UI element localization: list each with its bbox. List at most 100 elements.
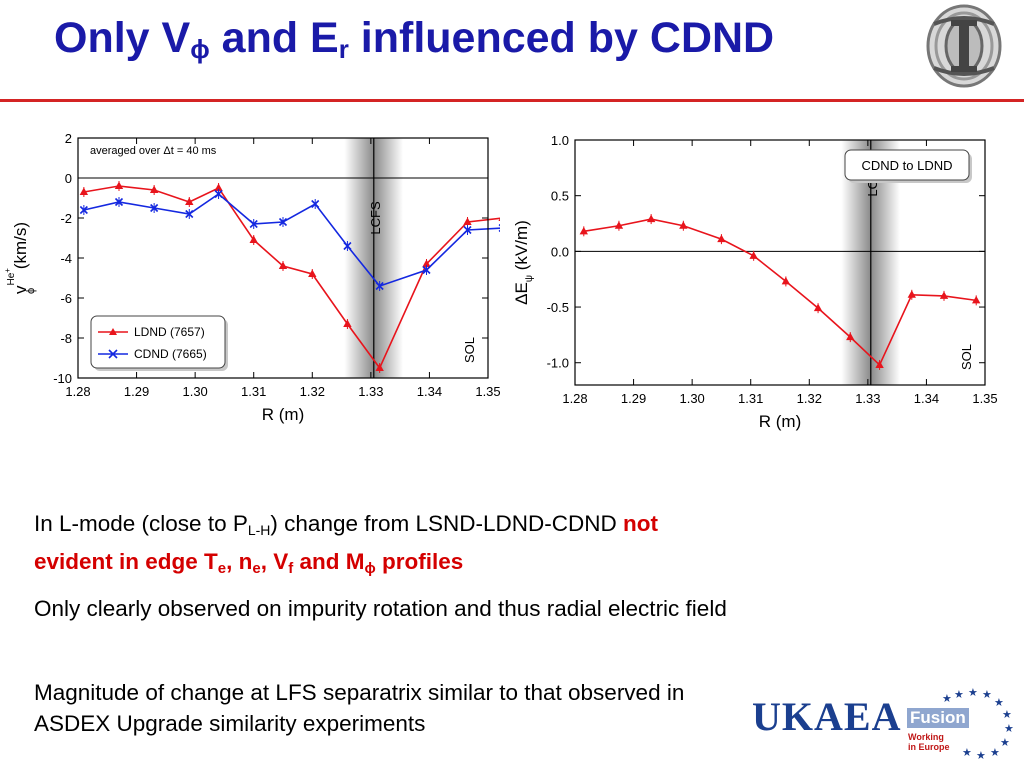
x-tick-label: 1.32 <box>300 384 325 399</box>
x-tick-label: 1.33 <box>358 384 383 399</box>
data-point <box>249 219 258 229</box>
y-tick-label: 0 <box>65 171 72 186</box>
y-tick-label: -6 <box>60 291 72 306</box>
y-tick-label: 0.0 <box>551 244 569 259</box>
y-axis-label: vHe+ϕ (km/s) <box>3 222 37 294</box>
x-tick-label: 1.35 <box>972 391 997 406</box>
x-tick-label: 1.32 <box>797 391 822 406</box>
x-tick-label: 1.34 <box>914 391 939 406</box>
data-point <box>463 225 472 235</box>
lcfs-label: LCFS <box>368 201 383 235</box>
y-tick-label: -4 <box>60 251 72 266</box>
plot-frame <box>574 139 986 386</box>
chart-legend: LDND (7657) CDND (7665) <box>90 315 228 371</box>
svg-text:★: ★ <box>994 696 1004 709</box>
legend-ldnd-label: LDND (7657) <box>134 325 205 339</box>
y-tick-label: -1.0 <box>547 356 569 371</box>
svg-text:★: ★ <box>962 746 972 759</box>
data-point <box>972 295 981 304</box>
data-point <box>79 205 88 215</box>
x-tick-label: 1.31 <box>738 391 763 406</box>
x-tick-label: 1.34 <box>417 384 442 399</box>
data-point <box>875 360 884 368</box>
data-point <box>343 241 352 251</box>
sol-label: SOL <box>959 344 974 370</box>
data-point <box>185 209 194 219</box>
data-point <box>717 234 726 243</box>
data-point <box>939 291 949 299</box>
chart-legend: CDND to LDND <box>844 149 972 183</box>
data-point <box>614 221 624 229</box>
data-point <box>149 185 159 193</box>
x-tick-label: 1.29 <box>621 391 646 406</box>
data-point <box>214 189 223 199</box>
series-line-0 <box>83 185 500 370</box>
y-tick-label: 2 <box>65 131 72 146</box>
svg-text:★: ★ <box>1004 722 1014 735</box>
data-point <box>907 290 916 298</box>
y-tick-label: -0.5 <box>547 300 569 315</box>
legend-label: CDND to LDND <box>861 158 952 173</box>
data-point <box>214 183 223 191</box>
sol-label: SOL <box>462 337 477 363</box>
svg-text:★: ★ <box>990 746 1000 759</box>
y-tick-label: -10 <box>53 371 72 386</box>
data-point <box>308 269 317 277</box>
torus-emblem-logo <box>926 4 1002 88</box>
svg-text:★: ★ <box>1002 708 1012 721</box>
data-point <box>278 261 288 269</box>
x-axis-label: R (m) <box>759 412 801 431</box>
svg-text:★: ★ <box>1000 736 1010 749</box>
svg-text:★: ★ <box>976 749 986 760</box>
y-tick-label: 0.5 <box>551 189 569 204</box>
x-tick-label: 1.33 <box>855 391 880 406</box>
data-point <box>114 197 124 207</box>
series-line-1 <box>83 192 500 287</box>
x-tick-label: 1.31 <box>241 384 266 399</box>
data-point <box>813 303 823 312</box>
data-point <box>114 181 124 189</box>
data-point <box>422 265 431 275</box>
data-point <box>150 203 159 213</box>
svg-text:★: ★ <box>954 688 964 701</box>
y-tick-label: -2 <box>60 211 72 226</box>
svg-text:★: ★ <box>982 688 992 701</box>
data-point <box>343 319 352 327</box>
title-divider <box>0 99 1024 102</box>
bullet-impurity-rotation: Only clearly observed on impurity rotati… <box>34 596 727 621</box>
data-point <box>375 281 384 291</box>
averaging-annotation: averaged over Δt = 40 ms <box>90 145 217 157</box>
data-point <box>679 221 688 229</box>
data-point <box>579 226 588 235</box>
delta-er-profile-chart: 1.28 1.29 1.30 1.31 1.32 1.33 1.34 1.35 -1.0 -0.5… <box>512 133 998 431</box>
legend-x-marker <box>108 349 118 359</box>
data-point <box>749 251 758 259</box>
data-point <box>498 218 500 221</box>
data-point <box>781 276 791 285</box>
data-point <box>79 187 89 195</box>
x-tick-label: 1.30 <box>182 384 207 399</box>
data-point <box>249 235 258 243</box>
x-tick-label: 1.28 <box>562 391 587 406</box>
x-tick-label: 1.28 <box>65 384 90 399</box>
x-axis-label: R (m) <box>262 405 304 424</box>
y-axis-label: ΔEψ (kV/m) <box>512 220 535 305</box>
bullet-asdex-comparison: Magnitude of change at LFS separatrix si… <box>34 680 685 736</box>
series-line-0 <box>583 218 977 367</box>
bullet-lmode-change: In L-mode (close to PL-H) change from LS… <box>34 511 658 577</box>
svg-text:★: ★ <box>942 692 952 705</box>
x-tick-label: 1.35 <box>475 384 500 399</box>
y-tick-label: 1.0 <box>551 133 569 148</box>
vphi-profile-chart: 1.28 1.29 1.30 1.31 1.32 1.33 1.34 1.35 -10 -8 -6 -… <box>3 131 500 424</box>
data-point <box>646 214 656 223</box>
data-point <box>311 199 320 209</box>
x-tick-label: 1.30 <box>679 391 704 406</box>
data-point <box>422 259 431 267</box>
svg-text:★: ★ <box>968 688 978 699</box>
x-tick-label: 1.29 <box>124 384 149 399</box>
y-tick-label: -8 <box>60 331 72 346</box>
fusion-tagline: Working in Europe <box>908 732 950 752</box>
fusion-wordmark: Fusion <box>907 708 969 728</box>
fusion-stars-logo: ★ ★ ★ ★★★ ★★★ ★★ <box>942 688 1014 760</box>
ukaea-logo: UKAEA <box>752 694 902 739</box>
